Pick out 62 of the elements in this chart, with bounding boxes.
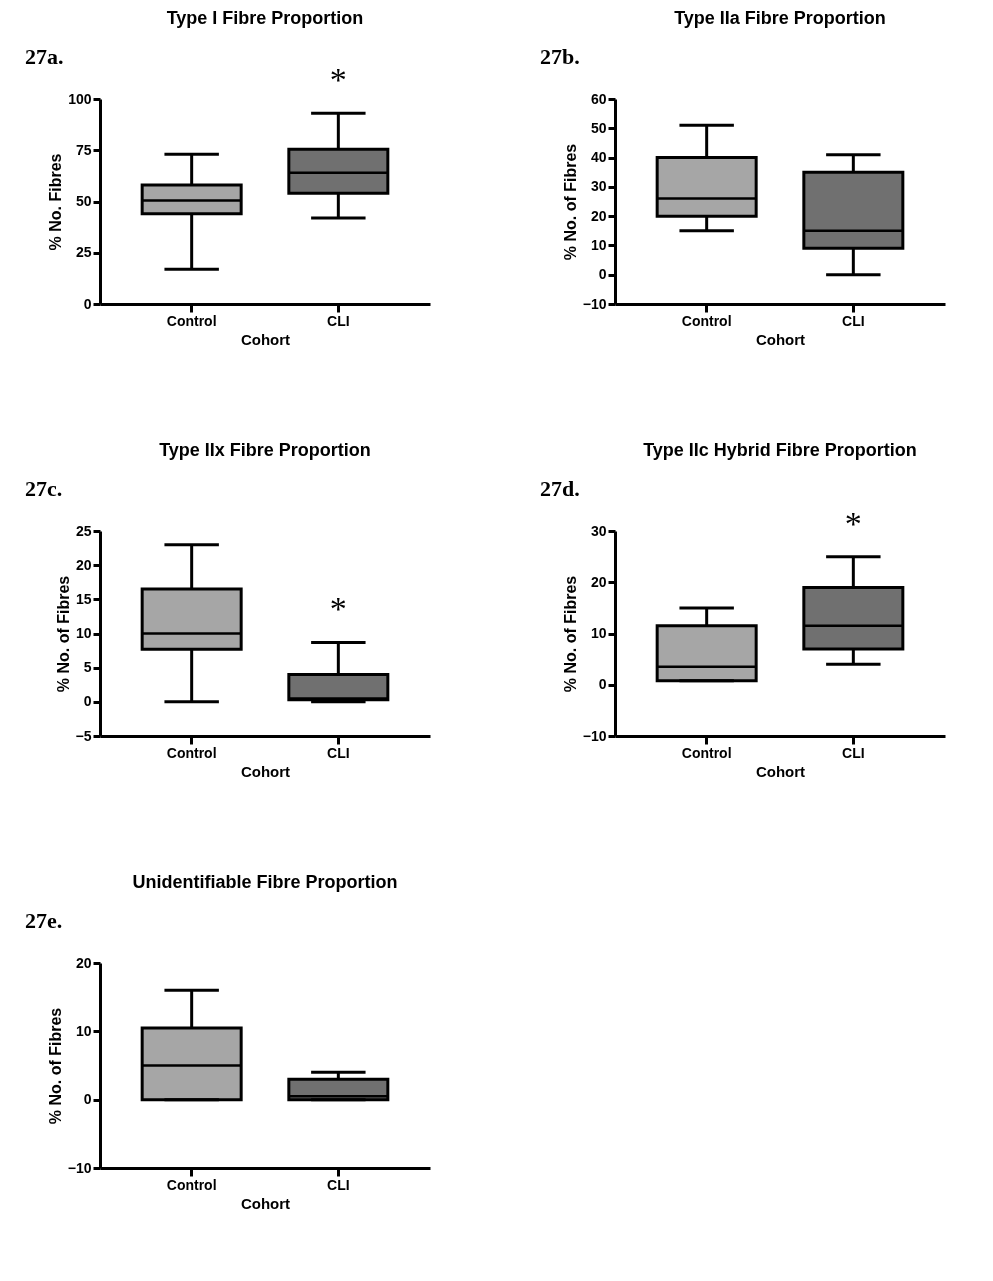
chart-title: Type IIc Hybrid Fibre Proportion (643, 440, 917, 460)
y-tick-label: 0 (598, 266, 607, 283)
chart-title: Unidentifiable Fibre Proportion (132, 872, 398, 892)
chart-title: Type IIx Fibre Proportion (159, 440, 371, 460)
y-tick-label: 10 (75, 625, 92, 641)
x-tick-label: Control (166, 312, 217, 329)
text: 27a. (25, 44, 64, 69)
y-tick-label: 30 (590, 178, 607, 195)
y-tick-label: 100 (68, 90, 92, 107)
y-tick-label: −10 (67, 1159, 92, 1176)
x-axis-title: Cohort (240, 762, 291, 780)
x-axis-title: Cohort (240, 1194, 291, 1212)
y-tick-label: 10 (75, 1022, 92, 1039)
y-tick-label: 15 (75, 590, 92, 607)
y-tick-label: 20 (590, 573, 607, 590)
y-tick-label: 0 (83, 295, 92, 312)
y-tick-label: 60 (590, 90, 607, 107)
text: 27d. (540, 476, 580, 501)
chart-title: Type I Fibre Proportion (166, 8, 364, 28)
y-tick-label: 10 (590, 625, 607, 641)
y-tick-label: 5 (83, 659, 92, 676)
y-tick-label: −5 (75, 727, 92, 744)
y-tick-label: −10 (582, 295, 607, 312)
y-tick-label: 10 (590, 236, 607, 253)
y-tick-label: 50 (75, 193, 92, 209)
y-axis-title: % No. of Fibres (54, 575, 72, 693)
y-tick-label: 50 (590, 119, 607, 136)
y-tick-label: 25 (75, 522, 92, 539)
x-tick-label: CLI (842, 312, 865, 329)
annotation: * (844, 504, 862, 542)
y-tick-label: 0 (598, 676, 607, 693)
y-tick-label: 75 (75, 141, 92, 158)
x-tick-label: Control (166, 1176, 217, 1193)
annotation: * (329, 590, 347, 628)
y-tick-label: 20 (590, 207, 607, 224)
x-tick-label: CLI (842, 744, 865, 761)
y-tick-label: 0 (83, 693, 92, 710)
text: 27b. (540, 44, 580, 69)
x-tick-label: Control (681, 744, 732, 761)
y-tick-label: 0 (83, 1091, 92, 1108)
y-axis-title: % No. of Fibres (561, 575, 579, 693)
y-tick-label: 40 (590, 149, 607, 166)
y-tick-label: 25 (75, 244, 92, 261)
x-axis-title: Cohort (755, 330, 806, 348)
y-axis-title: % No. of Fibres (46, 1007, 64, 1125)
annotation: * (329, 61, 347, 99)
x-tick-label: CLI (327, 312, 350, 329)
y-tick-label: −10 (582, 727, 607, 744)
text: 27c. (25, 476, 63, 501)
x-tick-label: Control (166, 744, 217, 761)
x-tick-label: CLI (327, 1176, 350, 1193)
x-tick-label: CLI (327, 744, 350, 761)
x-tick-label: Control (681, 312, 732, 329)
x-axis-title: Cohort (755, 762, 806, 780)
y-axis-title: % No. of Fibres (561, 143, 579, 261)
y-tick-label: 20 (75, 556, 92, 573)
x-axis-title: Cohort (240, 330, 291, 348)
y-tick-label: 20 (75, 954, 92, 971)
chart-title: Type IIa Fibre Proportion (674, 8, 886, 28)
text: 27e. (25, 908, 63, 933)
y-tick-label: 30 (590, 522, 607, 539)
y-axis-title: % No. Fibres (47, 153, 65, 251)
